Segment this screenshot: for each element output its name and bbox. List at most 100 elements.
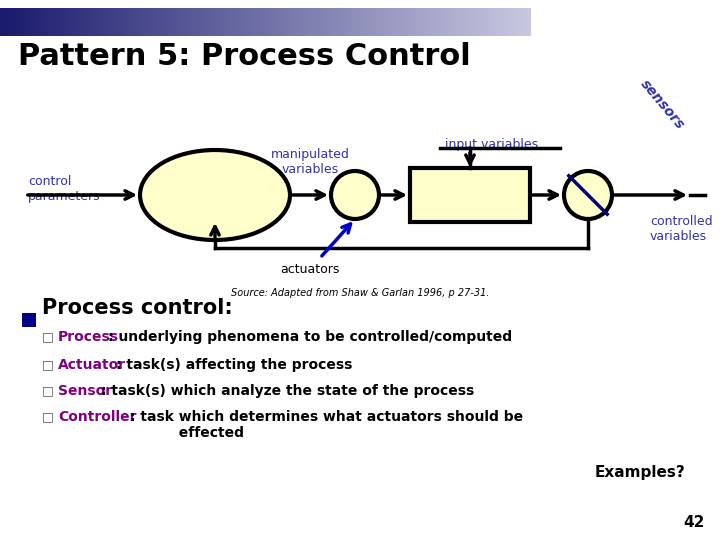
Bar bbox=[45, 8, 48, 36]
Bar bbox=[307, 8, 310, 36]
Bar bbox=[254, 8, 258, 36]
Bar bbox=[156, 8, 160, 36]
Bar bbox=[477, 8, 480, 36]
Bar bbox=[312, 8, 316, 36]
Bar bbox=[104, 8, 107, 36]
Text: □: □ bbox=[42, 358, 54, 371]
Text: □: □ bbox=[42, 410, 54, 423]
Bar bbox=[87, 8, 91, 36]
Bar bbox=[336, 8, 340, 36]
Bar bbox=[361, 8, 364, 36]
Bar bbox=[421, 8, 425, 36]
Bar bbox=[90, 8, 94, 36]
Bar bbox=[525, 8, 528, 36]
Bar bbox=[445, 8, 449, 36]
Text: : task(s) affecting the process: : task(s) affecting the process bbox=[116, 358, 352, 372]
Bar bbox=[127, 8, 130, 36]
Bar bbox=[485, 8, 488, 36]
Bar bbox=[125, 8, 127, 36]
Bar bbox=[511, 8, 515, 36]
Bar bbox=[467, 8, 469, 36]
Bar bbox=[162, 8, 165, 36]
Bar bbox=[495, 8, 499, 36]
Bar bbox=[402, 8, 406, 36]
Bar bbox=[63, 8, 67, 36]
Bar bbox=[24, 8, 27, 36]
Bar bbox=[342, 8, 345, 36]
Bar bbox=[222, 8, 226, 36]
Bar bbox=[270, 8, 274, 36]
Bar bbox=[66, 8, 69, 36]
Bar bbox=[50, 8, 53, 36]
Bar bbox=[429, 8, 433, 36]
Bar bbox=[246, 8, 250, 36]
Bar bbox=[371, 8, 374, 36]
Bar bbox=[8, 8, 11, 36]
Bar bbox=[220, 8, 223, 36]
Bar bbox=[334, 8, 337, 36]
Bar bbox=[230, 8, 234, 36]
Bar bbox=[106, 8, 109, 36]
Text: Controller: Controller bbox=[58, 410, 137, 424]
Bar bbox=[284, 8, 287, 36]
Text: Pattern 5: Process Control: Pattern 5: Process Control bbox=[18, 42, 471, 71]
Bar bbox=[175, 8, 178, 36]
Bar bbox=[506, 8, 509, 36]
Bar bbox=[98, 8, 102, 36]
Bar bbox=[278, 8, 282, 36]
Bar bbox=[374, 8, 377, 36]
Text: controller: controller bbox=[182, 188, 248, 202]
Bar bbox=[493, 8, 496, 36]
Bar bbox=[432, 8, 435, 36]
Bar bbox=[0, 8, 3, 36]
Bar bbox=[315, 8, 318, 36]
Bar bbox=[16, 8, 19, 36]
Bar bbox=[74, 8, 77, 36]
Bar bbox=[490, 8, 493, 36]
Bar bbox=[236, 8, 239, 36]
Bar bbox=[289, 8, 292, 36]
Bar bbox=[21, 8, 24, 36]
Text: Actuator: Actuator bbox=[58, 358, 126, 372]
Bar bbox=[464, 8, 467, 36]
Bar bbox=[410, 8, 414, 36]
Bar bbox=[180, 8, 184, 36]
Bar bbox=[487, 8, 491, 36]
Bar bbox=[225, 8, 228, 36]
Bar bbox=[427, 8, 430, 36]
Bar bbox=[11, 8, 14, 36]
Circle shape bbox=[564, 171, 612, 219]
Text: controlled
variables: controlled variables bbox=[650, 215, 713, 243]
Bar bbox=[186, 8, 189, 36]
Bar bbox=[40, 8, 43, 36]
Bar bbox=[331, 8, 334, 36]
Bar bbox=[148, 8, 151, 36]
Bar bbox=[120, 8, 122, 36]
Text: : task which determines what actuators should be
          effected: : task which determines what actuators s… bbox=[130, 410, 523, 440]
Text: Process control:: Process control: bbox=[42, 298, 233, 318]
Bar bbox=[82, 8, 85, 36]
Bar bbox=[55, 8, 59, 36]
Bar bbox=[95, 8, 99, 36]
Bar bbox=[451, 8, 454, 36]
Bar bbox=[112, 8, 114, 36]
Bar bbox=[443, 8, 446, 36]
Bar bbox=[85, 8, 88, 36]
Bar bbox=[456, 8, 459, 36]
Bar bbox=[384, 8, 387, 36]
Bar bbox=[32, 8, 35, 36]
Bar bbox=[93, 8, 96, 36]
Bar bbox=[448, 8, 451, 36]
Bar bbox=[140, 8, 143, 36]
Bar bbox=[292, 8, 294, 36]
Bar bbox=[363, 8, 366, 36]
Bar bbox=[212, 8, 215, 36]
Bar bbox=[276, 8, 279, 36]
Bar bbox=[527, 8, 531, 36]
Text: manipulated
variables: manipulated variables bbox=[271, 148, 349, 176]
Bar bbox=[522, 8, 525, 36]
Bar bbox=[183, 8, 186, 36]
Bar bbox=[151, 8, 154, 36]
Bar bbox=[419, 8, 422, 36]
Bar bbox=[188, 8, 192, 36]
